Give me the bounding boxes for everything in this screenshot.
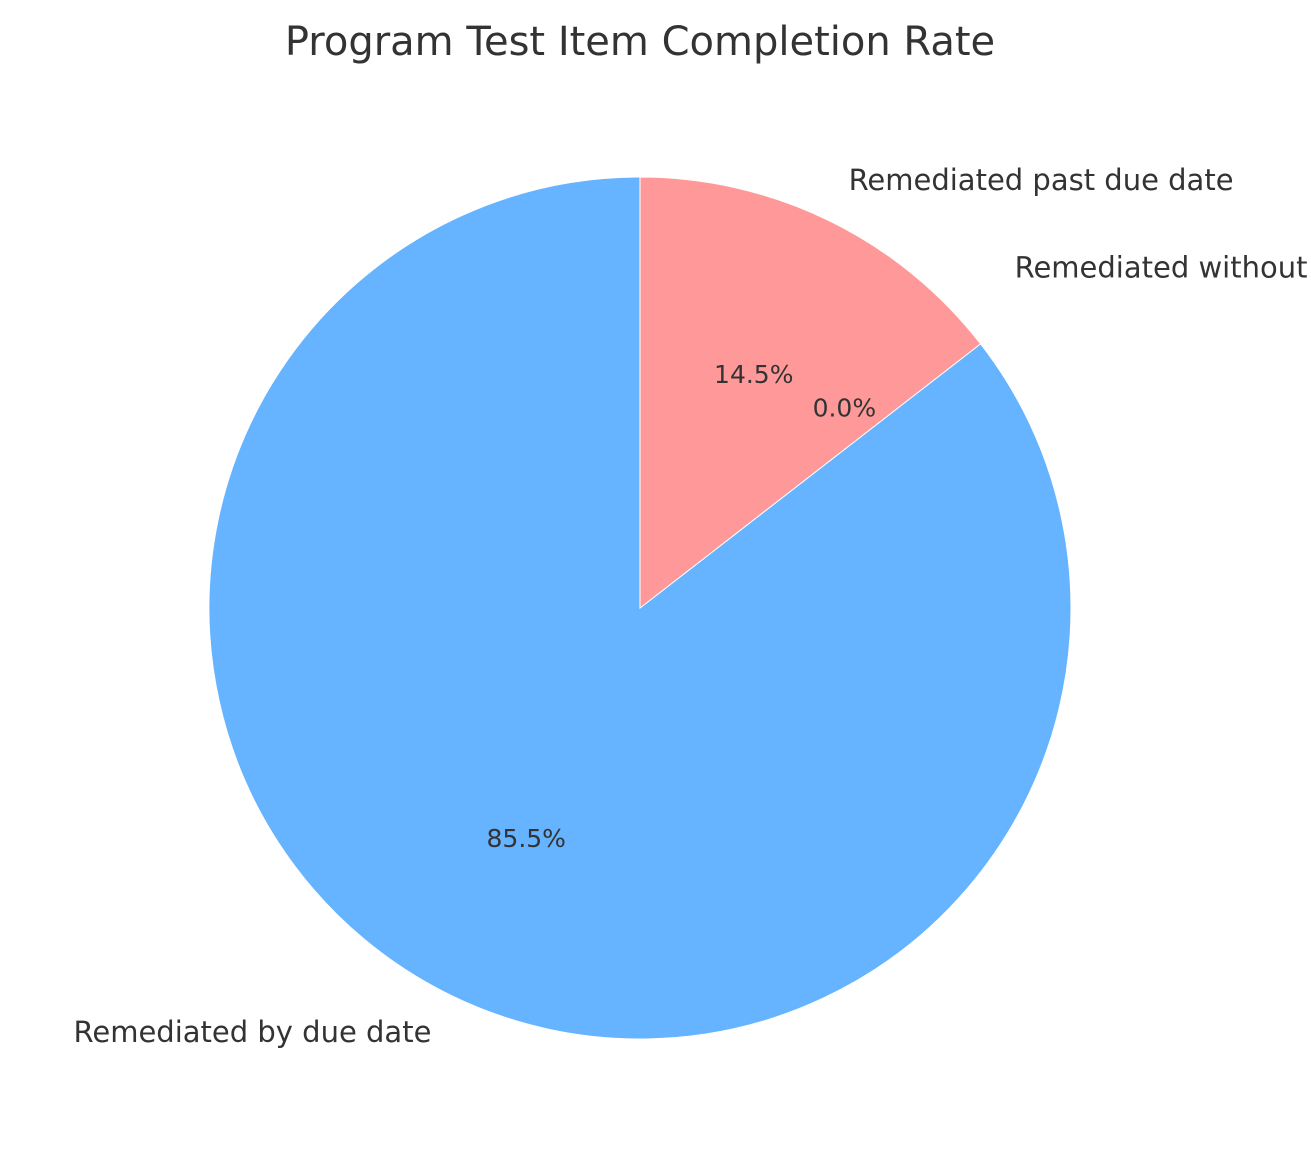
slice-label-remediated-without-due-date: Remediated without due date bbox=[1015, 250, 1311, 284]
slice-label-remediated-past-due-date: Remediated past due date bbox=[849, 163, 1234, 197]
slice-label-remediated-by-due-date: Remediated by due date bbox=[74, 1015, 432, 1049]
chart-title: Program Test Item Completion Rate bbox=[285, 19, 995, 65]
pct-label-remediated-without-due-date: 0.0% bbox=[813, 394, 877, 423]
pct-label-remediated-by-due-date: 85.5% bbox=[487, 824, 566, 853]
pie-labels: Remediated by due date 85.5% Remediated wi… bbox=[74, 163, 1311, 1049]
pie-slices bbox=[208, 176, 1072, 1040]
pct-label-remediated-past-due-date: 14.5% bbox=[714, 360, 793, 389]
pie-slice-remediated-past-due-date bbox=[639, 176, 982, 610]
